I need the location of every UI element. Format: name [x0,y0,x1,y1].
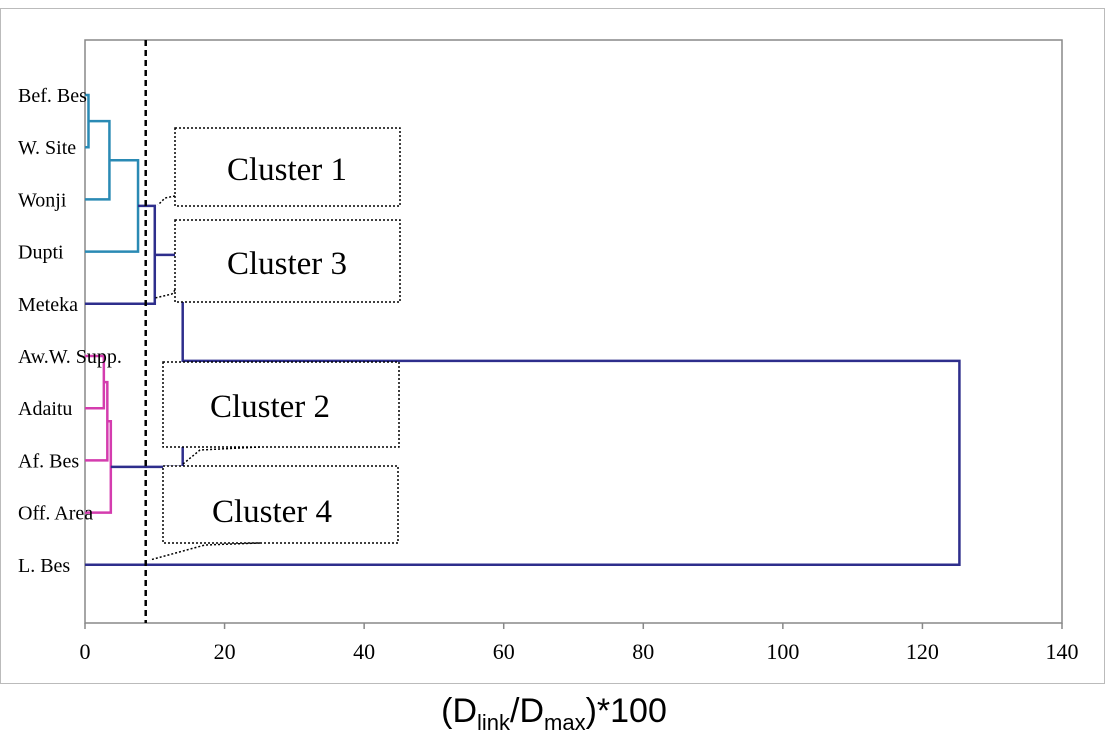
leaf-label: Meteka [18,294,78,316]
x-label-part: (D [441,692,477,730]
x-tick-label: 120 [906,639,939,664]
leaf-label: L. Bes [18,555,70,577]
x-tick-label: 100 [766,639,799,664]
x-label-sub: link [477,710,511,733]
callout-box [174,219,401,303]
outer-frame [0,8,1105,684]
callout-pointer [154,289,176,299]
x-tick-label: 0 [80,639,91,664]
x-tick-label: 60 [493,639,515,664]
leaf-label: Bef. Bes [18,85,87,107]
x-label-part: /D [510,692,544,730]
callout-pointer [182,446,261,465]
plot-frame [84,39,1063,624]
leaf-label: W. Site [18,137,76,159]
link [85,380,109,462]
leaf-label: Adaitu [18,398,72,420]
callout-box [174,127,401,207]
callouts [149,127,401,561]
callout-pointer [157,195,176,206]
link [85,204,157,306]
leaf-label: Off. Area [18,503,93,525]
leaf-label: Dupti [18,242,64,264]
callout-pointer [149,542,261,561]
x-tick-label: 20 [214,639,236,664]
x-tick-label: 40 [353,639,375,664]
x-label-part: )*100 [586,692,667,730]
annotation: Cluster 1 [227,152,347,188]
callout-box [162,465,399,544]
annotation: Cluster 4 [212,494,332,530]
x-axis-label: (Dlink/Dmax)*100 [441,692,667,733]
x-tick-label: 140 [1046,639,1079,664]
annotation: Cluster 2 [210,389,330,425]
callout-box [162,361,400,448]
annotation: Cluster 3 [227,246,347,282]
link [85,359,961,567]
x-label-sub: max [544,710,586,733]
x-tick-label: 80 [632,639,654,664]
leaf-label: Aw.W. Supp. [18,346,122,368]
leaf-label: Wonji [18,189,67,211]
link [85,354,106,410]
link [85,159,140,253]
leaf-label: Af. Bes [18,450,79,472]
